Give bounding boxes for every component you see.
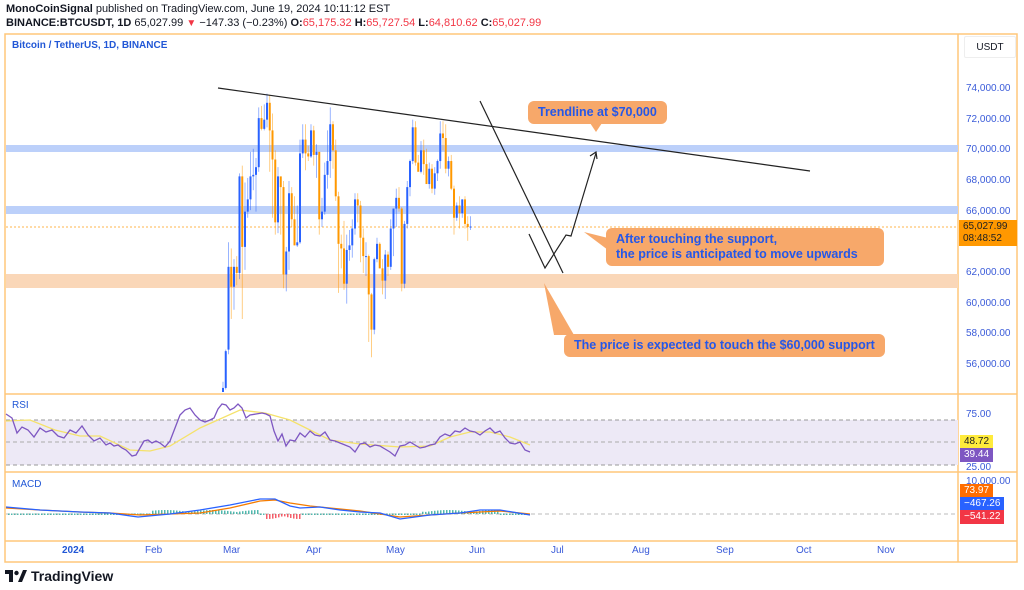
low-value: 64,810.62: [428, 17, 478, 29]
arrow-head-icon: [589, 150, 598, 160]
symbol: BINANCE:BTCUSDT, 1D: [6, 17, 132, 29]
time-tick: Nov: [877, 545, 895, 556]
time-tick: 2024: [62, 545, 85, 556]
rsi-ma-line: [5, 409, 531, 452]
publisher-name: MonoCoinSignal: [6, 3, 93, 15]
time-tick: Jun: [469, 545, 486, 556]
price-tick: 58,000.00: [966, 328, 1011, 340]
tradingview-brand: TradingView: [31, 568, 114, 584]
time-tick: Jul: [551, 545, 564, 556]
symbol-info: BINANCE:BTCUSDT, 1D 65,027.99 ▼ −147.33 …: [6, 17, 541, 29]
price-tick: 68,000.00: [966, 174, 1011, 186]
descending-trendline: [217, 87, 811, 172]
last-price-badge-value: 65,027.99: [963, 221, 1008, 232]
callout-pointer-icon: [544, 283, 574, 335]
time-tick: Feb: [145, 545, 163, 556]
chart-frame: [4, 33, 1018, 563]
close-label: C:: [480, 17, 493, 29]
price-tick: 60,000.00: [966, 297, 1011, 309]
rsi-ma-badge: 48.72: [960, 435, 994, 449]
open-label: O:: [290, 17, 303, 29]
projected-path: [528, 152, 597, 270]
macd-histogram-badge: 73.97: [960, 484, 994, 498]
macd-tick-top: 10,000.00: [966, 476, 1011, 486]
rsi-badge: 39.44: [960, 448, 994, 462]
price-tick: 66,000.00: [966, 205, 1011, 217]
price-tick: 56,000.00: [966, 358, 1011, 370]
support-band-60000: [6, 274, 958, 288]
price-tick: 62,000.00: [966, 266, 1011, 278]
time-tick: Apr: [306, 545, 322, 556]
price-tick: 70,000.00: [966, 144, 1011, 156]
macd-signal-badge: −541.22: [960, 510, 1005, 524]
low-label: L:: [418, 17, 429, 29]
time-tick: Mar: [223, 545, 241, 556]
currency-button[interactable]: USDT: [964, 36, 1016, 58]
rsi-line: [5, 403, 531, 458]
macd-line-badge: −467.26: [960, 497, 1005, 511]
callout-expected-support[interactable]: The price is expected to touch the $60,0…: [564, 334, 885, 357]
macd-label: MACD: [12, 479, 42, 490]
resistance-band-70000: [6, 145, 958, 152]
high-value: 65,727.54: [366, 17, 416, 29]
time-tick: Oct: [796, 545, 812, 556]
time-tick: May: [386, 545, 405, 556]
drawings: [217, 87, 811, 274]
last-price: 65,027.99: [134, 17, 184, 29]
callout-trendline-text: Trendline at $70,000: [538, 105, 657, 119]
down-arrow-icon: ▼: [186, 18, 197, 29]
callout-pointer-icon: [584, 232, 608, 250]
time-tick: Aug: [632, 545, 650, 556]
tradingview-logo-icon: [5, 570, 27, 582]
rsi-label: RSI: [12, 400, 29, 411]
callout-expected-support-text: The price is expected to touch the $60,0…: [574, 338, 875, 352]
publish-info: MonoCoinSignal published on TradingView.…: [6, 3, 390, 15]
close-value: 65,027.99: [492, 17, 542, 29]
short-term-trendline: [479, 100, 564, 274]
rsi-tick-75: 75.00: [966, 409, 992, 420]
callout-after-support-line1: After touching the support,: [616, 232, 778, 246]
resistance-band-66000: [6, 206, 958, 214]
time-tick: Sep: [716, 545, 734, 556]
candlestick-series: [222, 93, 472, 392]
candle-countdown: 08:48:52: [963, 233, 1002, 244]
publish-text: published on TradingView.com, June 19, 2…: [92, 3, 391, 15]
callout-after-support[interactable]: After touching the support, the price is…: [606, 228, 884, 266]
high-label: H:: [354, 17, 367, 29]
callout-trendline[interactable]: Trendline at $70,000: [528, 101, 667, 124]
callout-after-support-line2: the price is anticipated to move upwards: [616, 247, 858, 261]
open-value: 65,175.32: [302, 17, 352, 29]
price-tick: 72,000.00: [966, 113, 1011, 125]
tradingview-logo[interactable]: TradingView: [5, 568, 113, 584]
price-tick: 74,000.00: [966, 83, 1011, 94]
macd-line: [5, 498, 531, 520]
price-change: −147.33 (−0.23%): [199, 17, 288, 29]
chart-title: Bitcoin / TetherUS, 1D, BINANCE: [12, 40, 168, 51]
last-price-badge: 65,027.99 08:48:52: [959, 220, 1017, 246]
callout-pointer-icon: [590, 123, 602, 132]
rsi-tick-25: 25.00: [966, 462, 992, 471]
